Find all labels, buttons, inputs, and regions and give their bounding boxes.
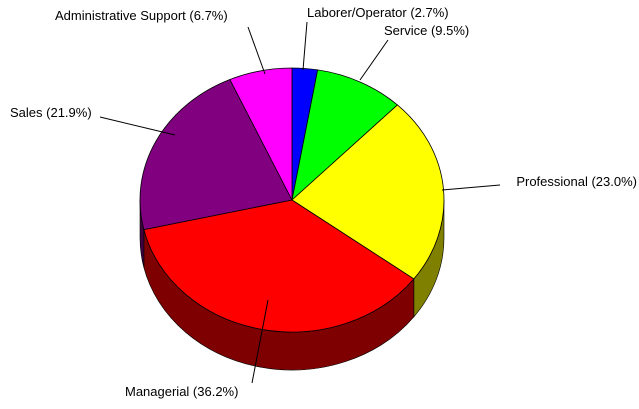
leader-line <box>247 26 266 75</box>
pie-slices <box>139 67 445 333</box>
slice-label: Sales (21.9%) <box>10 105 92 120</box>
leader-line <box>302 21 308 71</box>
pie-slice <box>139 79 293 231</box>
pie-slice <box>291 69 399 202</box>
pie-slice <box>291 104 445 280</box>
pie-slice <box>229 67 293 201</box>
slice-label: Professional (23.0%) <box>516 174 637 189</box>
slice-label: Managerial (36.2%) <box>125 384 238 399</box>
leader-line <box>441 184 501 191</box>
slice-label: Laborer/Operator (2.7%) <box>307 5 449 20</box>
leader-line <box>359 39 389 81</box>
leader-lines <box>99 21 501 384</box>
slice-labels: Laborer/Operator (2.7%) Service (9.5%) Pro… <box>10 5 637 399</box>
slice-label: Administrative Support (6.7%) <box>55 8 228 23</box>
pie-slice <box>143 199 415 333</box>
slice-label: Service (9.5%) <box>384 23 469 38</box>
leader-line <box>99 116 176 136</box>
leader-line <box>251 299 269 384</box>
